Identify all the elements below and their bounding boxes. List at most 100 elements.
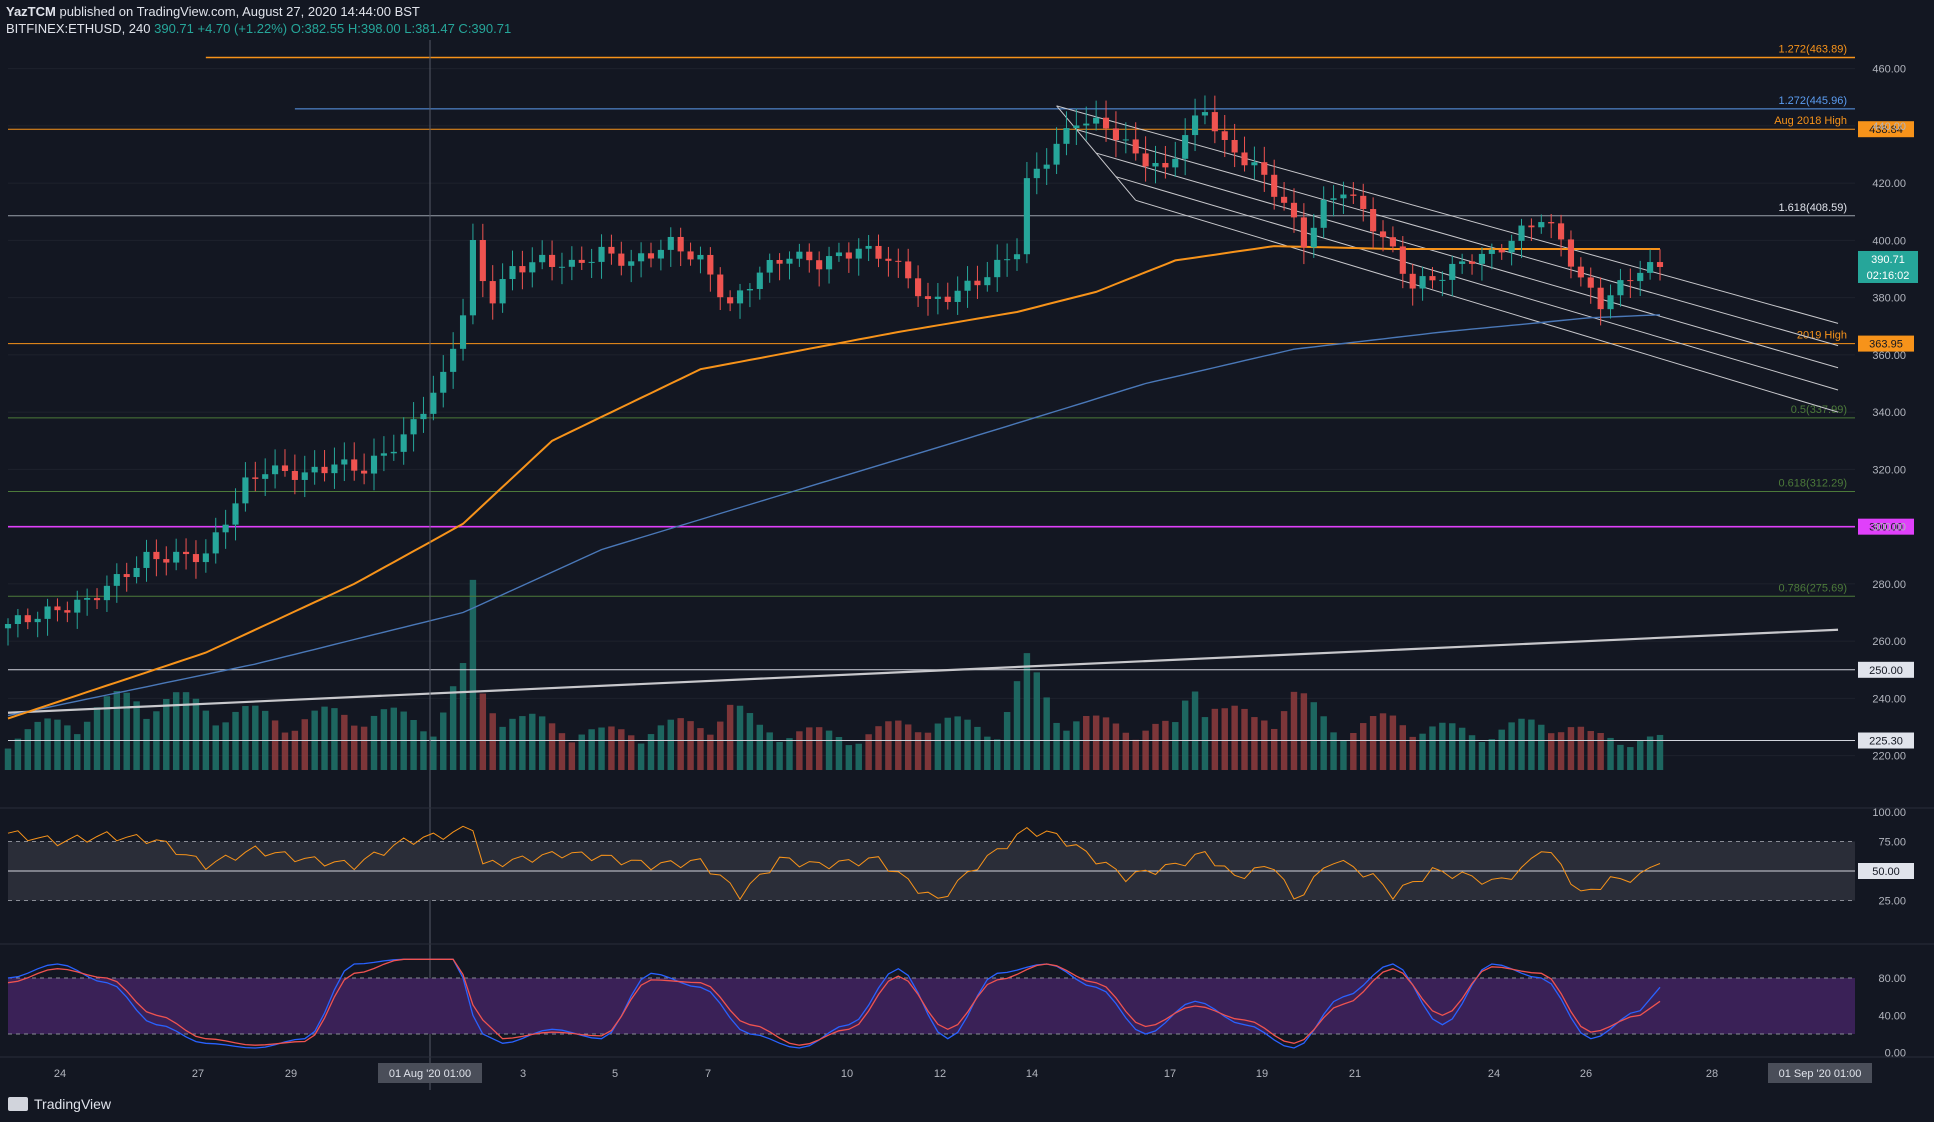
candle-body: [311, 466, 318, 473]
price-axis-label: 220.00: [1872, 751, 1906, 763]
candle-body: [657, 249, 664, 259]
volume-bar: [726, 704, 734, 770]
volume-bar: [618, 729, 625, 770]
candle-body: [1508, 240, 1515, 253]
candle-body: [1528, 225, 1535, 228]
candle-body: [1488, 249, 1495, 254]
candle-body: [1191, 115, 1199, 136]
volume-bar: [14, 738, 22, 770]
tradingview-logo[interactable]: TradingView: [8, 1096, 111, 1112]
candle-body: [756, 272, 763, 290]
channel-edge: [1056, 105, 1137, 201]
volume-bar: [83, 721, 91, 770]
candle-body: [855, 248, 862, 259]
candle-body: [1023, 178, 1030, 255]
level-label: 0.786(275.69): [1779, 582, 1848, 594]
candle-body: [806, 251, 813, 261]
candle-body: [608, 246, 615, 254]
candle-body: [865, 245, 872, 249]
volume-bar: [954, 716, 961, 770]
candle-body: [1449, 263, 1456, 280]
volume-bar: [103, 696, 111, 770]
time-axis-label: 12: [934, 1068, 946, 1080]
tradingview-mark-icon: [8, 1097, 28, 1111]
candle-body: [707, 254, 714, 275]
volume-bar: [1340, 740, 1347, 770]
candle-body: [1083, 123, 1090, 126]
volume-bar: [687, 721, 694, 770]
volume-bar: [608, 726, 615, 770]
volume-bar: [1567, 727, 1575, 770]
candle-body: [628, 261, 635, 266]
level-label: Aug 2018 High: [1774, 115, 1847, 127]
candle-body: [845, 252, 852, 259]
level-label: 1.272(445.96): [1779, 95, 1848, 107]
volume-bar: [331, 708, 338, 770]
author-name[interactable]: YazTCM: [6, 4, 56, 19]
candle-body: [1637, 272, 1644, 282]
volume-bar: [1290, 691, 1298, 770]
volume-bar: [1172, 722, 1179, 770]
volume-bar: [1478, 741, 1486, 770]
candle-body: [44, 606, 51, 619]
candle-body: [786, 258, 793, 264]
volume-bar: [1053, 722, 1060, 770]
candle-body: [113, 574, 120, 586]
volume-bar: [924, 732, 932, 770]
level-price-tag: [1858, 518, 1914, 535]
volume-bar: [1419, 733, 1426, 770]
candle-body: [1172, 158, 1179, 168]
volume-bar: [1043, 697, 1050, 770]
candle-body: [4, 624, 12, 629]
volume-bar: [222, 722, 229, 770]
candle-body: [212, 532, 219, 554]
volume-bar: [1231, 705, 1238, 770]
candle-body: [549, 254, 556, 267]
volume-bar: [994, 739, 1001, 770]
candle-body: [776, 260, 783, 264]
candle-body: [103, 585, 110, 601]
candle-body: [1093, 117, 1100, 124]
volume-bar: [133, 701, 140, 770]
publish-info: YazTCM published on TradingView.com, Aug…: [6, 4, 420, 19]
rsi-axis-label: 100.00: [1872, 807, 1906, 819]
candle-body: [380, 453, 387, 456]
volume-bar: [212, 725, 219, 770]
volume-bar: [1270, 728, 1278, 770]
volume-bar: [509, 718, 516, 770]
level-price-tag-label: 438.84: [1869, 124, 1903, 136]
volume-bar: [24, 729, 31, 770]
candle-body: [74, 599, 81, 613]
volume-bar: [1557, 732, 1565, 770]
time-axis-highlight: [378, 1063, 482, 1083]
candle-body: [558, 266, 566, 268]
chart-canvas[interactable]: 1.272(463.89) 1.272(445.96) Aug 2018 High 4…: [0, 40, 1934, 1090]
time-axis-label: 28: [1706, 1068, 1718, 1080]
volume-bar: [637, 743, 645, 770]
volume-bar: [1201, 717, 1209, 770]
volume-bar: [489, 713, 496, 770]
candle-body: [499, 279, 506, 304]
candle-body: [153, 551, 160, 560]
volume-bar: [351, 725, 358, 770]
candle-body: [1468, 261, 1476, 264]
candle-body: [598, 246, 605, 262]
symbol-name[interactable]: BITFINEX:ETHUSD, 240: [6, 21, 151, 36]
candle-body: [400, 434, 407, 452]
time-axis-label: 19: [1256, 1068, 1268, 1080]
price-axis-label: 420.00: [1872, 178, 1906, 190]
candle-body: [1320, 199, 1327, 228]
candle-body: [1221, 131, 1228, 141]
volume-bar: [875, 726, 882, 770]
candle-body: [182, 551, 190, 555]
volume-bar: [1073, 721, 1080, 770]
rsi-tag-bg: [1858, 863, 1914, 879]
candle-body: [746, 289, 753, 291]
volume-bar: [1488, 739, 1496, 770]
level-label: 0.5(337.99): [1791, 404, 1847, 416]
candle-body: [974, 280, 981, 286]
volume-bar: [192, 698, 200, 770]
ohlc-values: O:382.55 H:398.00 L:381.47 C:390.71: [290, 21, 512, 36]
chart-background: [0, 40, 1934, 1090]
candle-body: [272, 465, 279, 475]
